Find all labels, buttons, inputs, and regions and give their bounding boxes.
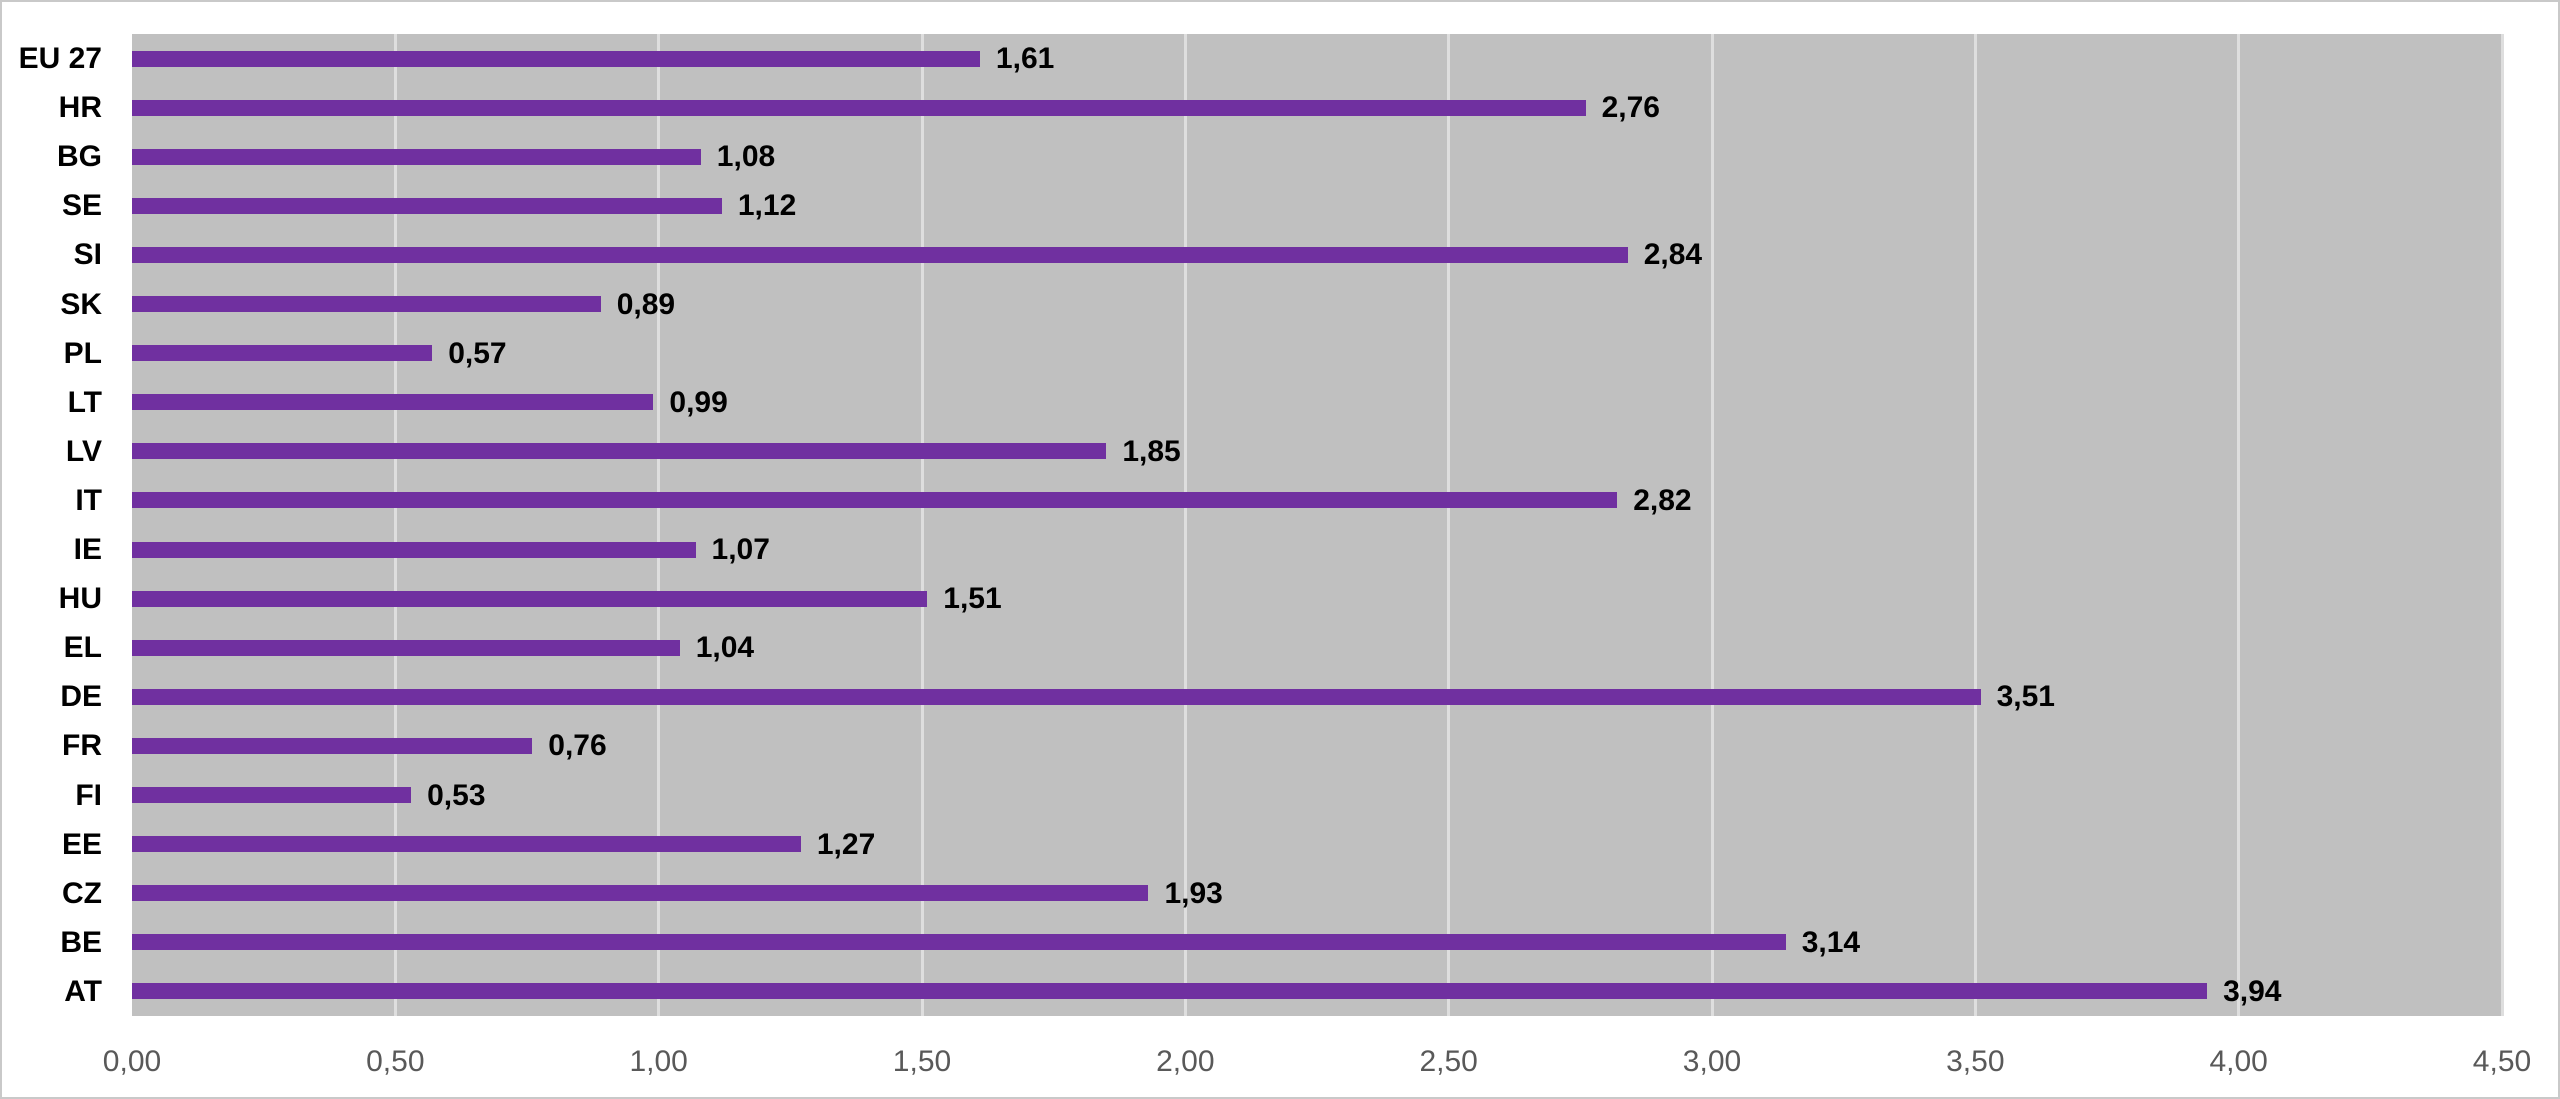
category-label: SE (61, 189, 102, 223)
category-label: SI (73, 238, 102, 272)
bar-value-label: 0,76 (548, 729, 607, 763)
bar-value-label: 1,93 (1164, 876, 1223, 910)
category-label: BE (60, 925, 102, 959)
bar-value-label: 3,51 (1996, 680, 2055, 714)
category-label: EL (63, 631, 102, 665)
gridline (920, 34, 924, 1016)
x-tick-label: 3,00 (1682, 1045, 1742, 1078)
gridline (393, 34, 397, 1016)
category-label: FI (75, 778, 102, 812)
bar-value-label: 3,14 (1801, 925, 1861, 959)
category-label: FR (62, 729, 102, 763)
x-tick-label: 0,00 (102, 1045, 162, 1078)
bar-value-label: 1,04 (695, 631, 755, 665)
bar (132, 639, 680, 656)
category-label: PL (63, 336, 102, 370)
x-tick-label: 4,50 (2472, 1045, 2532, 1078)
gridline (1973, 34, 1977, 1016)
bar (132, 197, 722, 214)
category-label: DE (60, 680, 102, 714)
bar-value-label: 2,76 (1601, 91, 1660, 125)
bar (132, 885, 1149, 902)
category-label: HU (58, 582, 102, 616)
bar (132, 148, 701, 165)
bar (132, 443, 1107, 460)
category-label: HR (58, 91, 102, 125)
bar-value-label: 2,84 (1643, 238, 1703, 272)
bar (132, 492, 1618, 509)
gridline (2237, 34, 2241, 1016)
bar (132, 99, 1586, 116)
bar-value-label: 1,08 (716, 140, 776, 174)
bar-value-label: 1,12 (737, 189, 797, 223)
bar-value-label: 1,85 (1122, 434, 1181, 468)
bar-value-label: 0,57 (448, 336, 507, 370)
bar-value-label: 2,82 (1633, 483, 1692, 517)
bar (132, 590, 928, 607)
category-label: EU 27 (18, 42, 102, 75)
bar-value-label: 0,89 (616, 287, 676, 321)
bar (132, 737, 533, 754)
x-tick-label: 1,50 (892, 1045, 952, 1078)
bar (132, 296, 601, 313)
bar (132, 246, 1628, 263)
x-tick-label: 0,50 (366, 1045, 425, 1078)
bar-value-label: 1,27 (816, 827, 876, 861)
bar-value-label: 1,07 (711, 533, 770, 566)
x-tick-label: 1,00 (629, 1045, 688, 1078)
x-tick-label: 2,00 (1156, 1045, 1215, 1078)
bar (132, 934, 1786, 951)
bar-value-label: 1,51 (943, 582, 1002, 616)
bar-value-label: 1,61 (995, 42, 1055, 75)
plot-area: 1,61 2,76 1,08 1,12 2,84 0,89 0,57 0,99 1,85 2,82… (132, 34, 2504, 1016)
category-label: CZ (62, 876, 102, 910)
bar-value-label: 3,94 (2223, 974, 2282, 1008)
bar (132, 836, 801, 853)
y-axis-labels: EU 27 HR BG SE SI SK PL LT LV IT IE HU EL DE FR FI EE CZ B… (2, 34, 102, 1016)
gridline (1183, 34, 1187, 1016)
gridline (1447, 34, 1451, 1016)
bar (132, 541, 696, 558)
bar (132, 983, 2208, 1000)
x-axis-labels: 0,00 0,50 1,00 1,50 2,00 2,50 3,00 3,50 4,00 4,50 (2, 1038, 2558, 1086)
category-label: IE (73, 533, 102, 566)
x-tick-label: 4,00 (2209, 1045, 2268, 1078)
category-label: IT (75, 483, 102, 517)
bar (132, 345, 433, 362)
bar (132, 787, 412, 804)
category-label: LV (65, 434, 102, 468)
gridline (657, 34, 661, 1016)
category-label: EE (61, 827, 102, 861)
category-label: LT (67, 385, 102, 419)
category-label: AT (64, 974, 102, 1008)
bar-value-label: 0,53 (427, 778, 486, 812)
bar (132, 394, 654, 411)
category-label: SK (60, 287, 102, 321)
x-tick-label: 3,50 (1946, 1045, 2005, 1078)
gridline (2500, 34, 2504, 1016)
bar (132, 688, 1981, 705)
category-label: BG (57, 140, 102, 174)
bar-value-label: 0,99 (669, 385, 728, 419)
bar (132, 50, 980, 67)
x-tick-label: 2,50 (1419, 1045, 1478, 1078)
gridline (1710, 34, 1714, 1016)
